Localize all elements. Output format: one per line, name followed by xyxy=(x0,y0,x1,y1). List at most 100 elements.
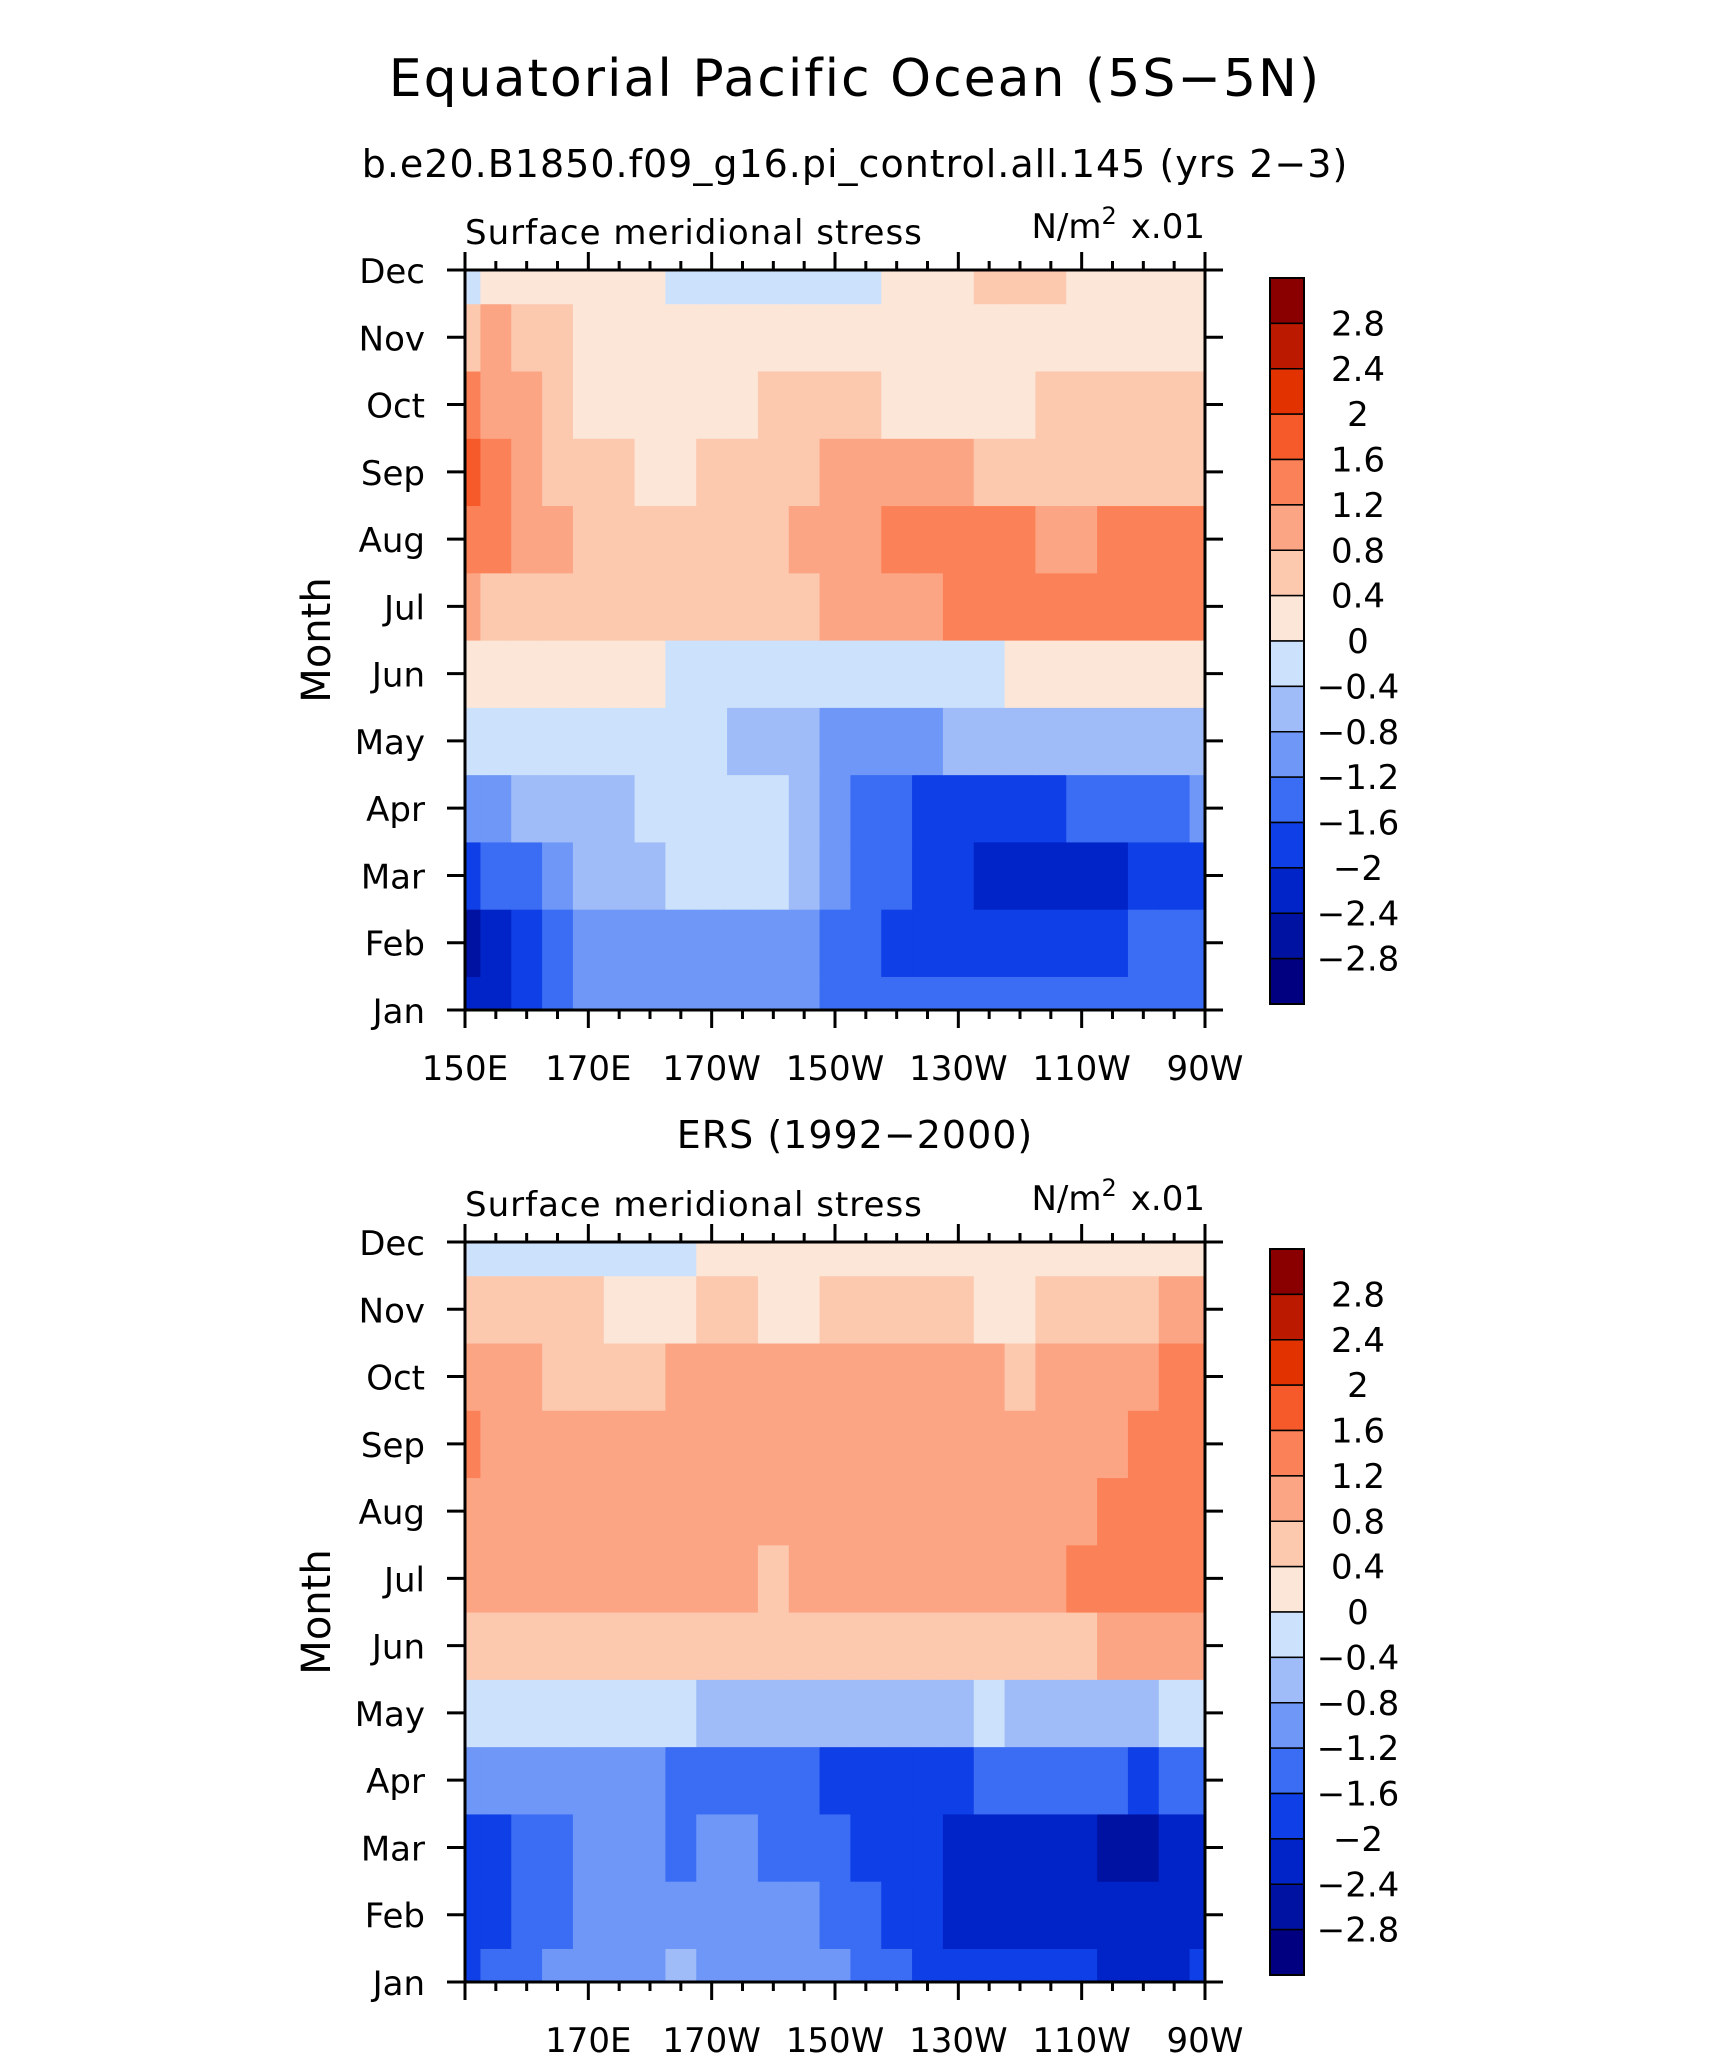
heatmap-cell xyxy=(1066,1612,1098,1680)
heatmap-cell xyxy=(912,1544,944,1613)
heatmap-cell xyxy=(572,1679,605,1748)
y-tick-label: Apr xyxy=(366,1762,425,1802)
heatmap-cell xyxy=(1189,303,1206,372)
colorbar-label: 0.8 xyxy=(1331,1502,1385,1542)
heatmap-cell xyxy=(1127,1746,1160,1815)
heatmap-cell xyxy=(696,370,728,439)
heatmap-cell xyxy=(603,1813,636,1882)
heatmap-cell xyxy=(757,1881,790,1949)
heatmap-cell xyxy=(1189,640,1206,708)
heatmap-cell xyxy=(465,1746,482,1815)
heatmap-cell xyxy=(542,370,574,439)
heatmap-cell xyxy=(912,1948,944,1983)
heatmap-cell xyxy=(665,505,697,574)
heatmap-cell xyxy=(1004,1612,1037,1680)
heatmap-cell xyxy=(480,1612,512,1680)
heatmap-cell xyxy=(788,438,821,507)
heatmap-cell xyxy=(973,1948,1006,1983)
colorbar-label: −2.8 xyxy=(1317,1911,1400,1951)
heatmap-cell xyxy=(1097,1275,1129,1344)
heatmap-cell xyxy=(603,774,636,843)
heatmap-cell xyxy=(1035,270,1067,305)
heatmap-cell xyxy=(912,909,944,977)
heatmap-cell xyxy=(1097,505,1129,574)
colorbar-label: −1.2 xyxy=(1317,1729,1400,1769)
heatmap-cell xyxy=(1004,1544,1037,1613)
y-tick-label: Oct xyxy=(366,1359,425,1399)
heatmap-cell xyxy=(572,1242,605,1277)
heatmap-cell xyxy=(757,505,790,574)
heatmap-cell xyxy=(1035,1948,1067,1983)
units-exponent: 2 xyxy=(1102,202,1117,230)
heatmap-cell xyxy=(1127,1242,1160,1277)
heatmap-cell xyxy=(1189,707,1206,776)
heatmap-cell xyxy=(1004,1746,1037,1815)
heatmap-cell xyxy=(511,1813,543,1882)
heatmap-cell xyxy=(788,640,821,708)
heatmap-cell xyxy=(819,438,852,507)
x-tick-label: 130W xyxy=(909,1049,1008,1089)
heatmap-cell xyxy=(1004,1410,1037,1479)
heatmap-cell xyxy=(465,640,482,708)
heatmap-cell xyxy=(881,1342,913,1411)
y-tick-label: Jan xyxy=(371,992,425,1032)
heatmap-cell xyxy=(665,1275,697,1344)
heatmap-cell xyxy=(757,370,790,439)
heatmap-cell xyxy=(1158,270,1191,305)
colorbar-swatch xyxy=(1269,685,1305,733)
heatmap-cell xyxy=(1004,774,1037,843)
heatmap-cell xyxy=(1127,303,1160,372)
heatmap-cell xyxy=(634,976,667,1011)
heatmap-cell xyxy=(1035,572,1067,641)
heatmap-cell xyxy=(1066,505,1098,574)
heatmap-cell xyxy=(1004,370,1037,439)
heatmap-cell xyxy=(850,909,882,977)
heatmap-cell xyxy=(942,572,975,641)
heatmap-cell xyxy=(942,1342,975,1411)
heatmap-cell xyxy=(788,774,821,843)
colorbar-label: −2.4 xyxy=(1317,894,1400,934)
heatmap-cell xyxy=(542,1881,574,1949)
variable-label: Surface meridional stress xyxy=(465,213,923,253)
heatmap-cell xyxy=(603,909,636,977)
heatmap-cell xyxy=(634,1746,667,1815)
heatmap-cell xyxy=(1066,976,1098,1011)
heatmap-cell xyxy=(1004,909,1037,977)
heatmap-cell xyxy=(973,1612,1006,1680)
heatmap-cell xyxy=(511,1477,543,1546)
heatmap-cell xyxy=(1189,1881,1206,1949)
colorbar-label: −2.4 xyxy=(1317,1865,1400,1905)
heatmap-cell xyxy=(542,1948,574,1983)
heatmap-cell xyxy=(634,774,667,843)
heatmap-cell xyxy=(665,370,697,439)
heatmap-cell xyxy=(850,1275,882,1344)
heatmap-cell xyxy=(511,1342,543,1411)
heatmap-cell xyxy=(634,1544,667,1613)
heatmap-cell xyxy=(727,1242,759,1277)
heatmap-cell xyxy=(572,841,605,910)
heatmap-cell xyxy=(819,270,852,305)
heatmap-cell xyxy=(465,1410,482,1479)
heatmap-cell xyxy=(542,505,574,574)
heatmap-cell xyxy=(603,1242,636,1277)
heatmap-cell xyxy=(757,438,790,507)
heatmap-cell xyxy=(465,572,482,641)
heatmap-cell xyxy=(1097,640,1129,708)
heatmap-cell xyxy=(1158,707,1191,776)
heatmap-cell xyxy=(572,1410,605,1479)
colorbar-swatch xyxy=(1269,1520,1305,1568)
heatmap-cell xyxy=(1004,1948,1037,1983)
heatmap-cell xyxy=(757,1477,790,1546)
heatmap-cell xyxy=(511,841,543,910)
heatmap-cell xyxy=(819,774,852,843)
heatmap-field xyxy=(465,270,1206,1011)
heatmap-cell xyxy=(942,1881,975,1949)
heatmap-cell xyxy=(757,1242,790,1277)
heatmap-cell xyxy=(727,1948,759,1983)
heatmap-cell xyxy=(973,1342,1006,1411)
heatmap-cell xyxy=(973,640,1006,708)
heatmap-cell xyxy=(480,1342,512,1411)
colorbar-swatch xyxy=(1269,1747,1305,1795)
heatmap-cell xyxy=(912,640,944,708)
heatmap-cell xyxy=(1097,976,1129,1011)
